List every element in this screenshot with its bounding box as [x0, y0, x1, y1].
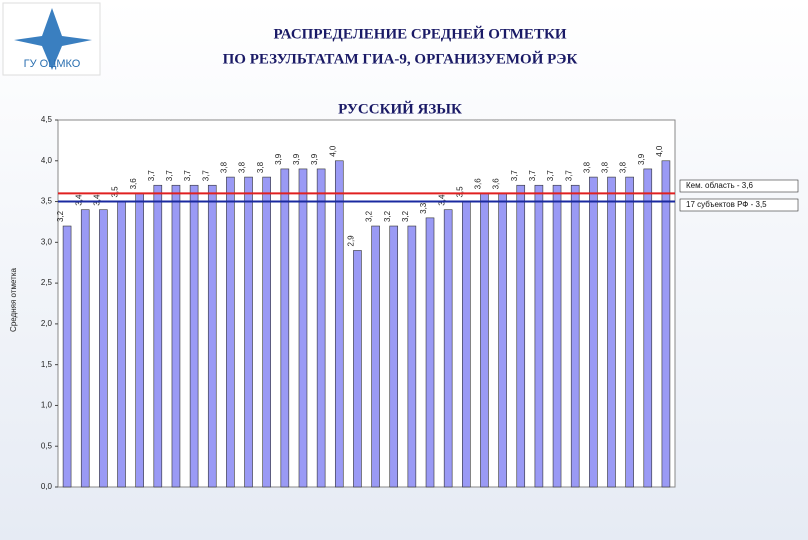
bar — [480, 193, 489, 488]
value-label: 3,2 — [56, 210, 65, 222]
value-label: 3,6 — [474, 178, 483, 190]
y-tick-label: 0,0 — [41, 482, 53, 491]
value-label: 3,8 — [238, 161, 247, 173]
value-label: 3,8 — [601, 161, 610, 173]
value-label: 3,7 — [165, 170, 174, 182]
bar — [589, 176, 598, 488]
bar — [661, 160, 671, 488]
value-label: 3,8 — [256, 161, 265, 173]
value-label: 3,7 — [147, 170, 156, 182]
bar — [316, 168, 326, 488]
bar — [607, 176, 616, 488]
bar — [280, 168, 290, 488]
value-label: 3,7 — [546, 170, 555, 182]
chart-title: РАСПРЕДЕЛЕНИЕ СРЕДНЕЙ ОТМЕТКИ — [274, 25, 567, 42]
value-label: 3,7 — [201, 170, 210, 182]
logo-star — [14, 8, 92, 70]
y-tick-label: 1,0 — [41, 401, 53, 410]
value-label: 3,6 — [492, 178, 501, 190]
bar — [207, 184, 217, 488]
bar — [226, 176, 235, 488]
value-label: 3,2 — [401, 210, 410, 222]
bar — [462, 201, 471, 488]
logo-text: ГУ ОЦМКО — [24, 58, 81, 70]
value-label: 3,3 — [419, 202, 428, 214]
bar — [425, 217, 435, 488]
bar — [552, 184, 562, 488]
bar — [516, 184, 526, 488]
value-label: 3,8 — [582, 161, 591, 173]
value-label: 3,6 — [129, 178, 138, 190]
value-label: 4,0 — [328, 145, 337, 157]
legend-box — [679, 179, 799, 193]
bar — [353, 250, 362, 488]
bar — [371, 225, 380, 488]
value-label: 3,7 — [528, 170, 537, 182]
value-label: 3,9 — [310, 153, 319, 165]
bar — [62, 225, 72, 488]
bar — [99, 209, 108, 488]
y-tick-label: 4,5 — [41, 115, 53, 124]
bar — [334, 160, 344, 488]
y-axis-label: Средняя отметка — [9, 268, 18, 332]
bar — [262, 176, 271, 488]
value-label: 3,2 — [383, 210, 392, 222]
value-label: 4,0 — [655, 145, 664, 157]
value-label: 3,8 — [619, 161, 628, 173]
value-label: 3,9 — [637, 153, 646, 165]
value-label: 3,7 — [510, 170, 519, 182]
bar — [407, 225, 417, 488]
value-label: 3,4 — [437, 194, 446, 206]
value-label: 3,2 — [365, 210, 374, 222]
y-tick-label: 3,5 — [41, 197, 53, 206]
legend-box — [679, 198, 799, 212]
legend-label: Кем. область - 3,6 — [686, 181, 753, 190]
bar — [117, 201, 126, 488]
bar — [189, 184, 199, 488]
y-tick-label: 3,0 — [41, 237, 53, 246]
value-label: 2,9 — [347, 235, 356, 247]
bar — [153, 184, 163, 488]
bar — [171, 184, 181, 488]
y-tick-label: 4,0 — [41, 156, 53, 165]
y-tick-label: 0,5 — [41, 441, 53, 450]
chart-subtitle: РУССКИЙ ЯЗЫК — [338, 100, 462, 117]
bar — [625, 176, 634, 488]
bar — [298, 168, 308, 488]
bar — [498, 193, 507, 488]
value-label: 3,7 — [564, 170, 573, 182]
value-label: 3,9 — [292, 153, 301, 165]
legend-label: 17 субъектов РФ - 3,5 — [686, 200, 767, 209]
bar — [135, 193, 144, 488]
value-label: 3,8 — [220, 161, 229, 173]
bar — [570, 184, 580, 488]
value-label: 3,5 — [455, 186, 464, 198]
bar — [389, 225, 399, 488]
chart-title: ПО РЕЗУЛЬТАТАМ ГИА-9, ОРГАНИЗУЕМОЙ РЭК — [223, 50, 578, 67]
y-tick-label: 2,5 — [41, 278, 53, 287]
value-label: 3,7 — [183, 170, 192, 182]
value-label: 3,9 — [274, 153, 283, 165]
y-tick-label: 1,5 — [41, 360, 53, 369]
bar — [643, 168, 653, 488]
bar — [244, 176, 253, 488]
y-tick-label: 2,0 — [41, 319, 53, 328]
value-label: 3,4 — [74, 194, 83, 206]
bar — [80, 209, 90, 488]
bar — [443, 209, 453, 488]
value-label: 3,4 — [92, 194, 101, 206]
bar — [534, 184, 544, 488]
value-label: 3,5 — [111, 186, 120, 198]
